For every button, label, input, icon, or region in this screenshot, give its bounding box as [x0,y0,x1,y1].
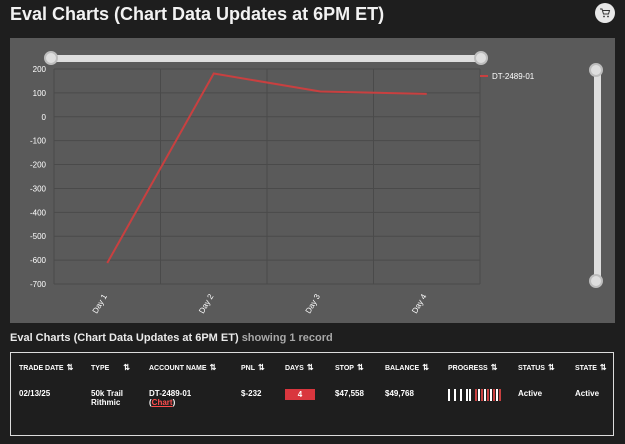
y-tick-label: -700 [30,280,47,289]
x-tick-label: Day 2 [197,292,216,315]
progress-segment [478,389,480,401]
cell-type: 50k Trail Rithmic [83,381,141,407]
sort-icon[interactable]: ⇅ [356,363,364,372]
col-type[interactable]: TYPE ⇅ [91,363,130,372]
y-tick-label: -400 [30,208,47,217]
y-tick-label: -200 [30,161,47,170]
cell-trade-date: 02/13/25 [19,389,51,398]
cell-balance: $49,768 [385,389,414,398]
cell-state: Active [575,389,600,398]
account-name: DT-2489-01 [149,389,192,398]
table-row: 02/13/25 50k Trail Rithmic DT-2489-01 (C… [11,381,613,407]
col-status[interactable]: STATUS ⇅ [518,363,555,372]
cart-button[interactable] [595,3,615,23]
progress-bar [448,389,510,401]
cell-status: Active [518,389,543,398]
sort-icon[interactable]: ⇅ [422,363,429,372]
cell-days: 4 [277,381,327,407]
progress-segment [496,389,498,401]
progress-segment [490,389,492,401]
x-tick-label: Day 3 [304,292,323,315]
vertical-range-slider[interactable] [589,63,603,288]
cell-stop: $47,558 [335,389,364,398]
days-badge: 4 [285,389,315,400]
cell-account-name: DT-2489-01 (Chart) [141,381,233,407]
progress-segment [463,389,465,401]
x-tick-label: Day 4 [410,292,429,315]
legend-label: DT-2489-01 [492,72,535,81]
cell-progress [440,381,510,407]
eval-table: TRADE DATE ⇅ TYPE ⇅ ACCOUNT NAME ⇅ PNL ⇅ DAY… [10,352,614,436]
chart-link-open: ( [149,398,152,407]
page-title: Eval Charts (Chart Data Updates at 6PM E… [10,4,385,24]
sort-icon[interactable]: ⇅ [306,363,314,372]
progress-segment [484,389,486,401]
progress-segment [466,389,468,401]
progress-segment [487,389,489,401]
sort-icon[interactable]: ⇅ [258,363,265,372]
col-progress[interactable]: PROGRESS ⇅ [448,363,498,372]
progress-segment [493,389,495,401]
sort-icon[interactable]: ⇅ [490,363,498,372]
col-trade-date[interactable]: TRADE DATE ⇅ [19,363,74,372]
type-line-1: 50k Trail [91,389,124,398]
line-chart: 200 100 0 -100 -200 -300 -400 -500 -600 -700 Day 1… [30,65,535,315]
progress-segment [457,389,459,401]
sort-icon[interactable]: ⇅ [547,363,555,372]
section-title-text: Eval Charts (Chart Data Updates at 6PM E… [10,332,239,344]
sort-icon[interactable]: ⇅ [599,363,607,372]
y-tick-label: -300 [30,184,47,193]
col-pnl[interactable]: PNL ⇅ [241,363,265,372]
range-bottom-handle[interactable] [589,274,603,288]
sort-icon[interactable]: ⇅ [123,363,130,372]
progress-segment [469,389,471,401]
record-count: showing 1 record [241,332,333,344]
range-top-handle[interactable] [589,63,603,77]
chart-link[interactable]: Chart [151,398,173,407]
y-tick-label: 100 [33,89,47,98]
chart-panel: 200 100 0 -100 -200 -300 -400 -500 -600 -700 Day 1… [10,38,615,323]
y-tick-label: -600 [30,256,47,265]
section-title: Eval Charts (Chart Data Updates at 6PM E… [10,332,333,344]
col-balance[interactable]: BALANCE ⇅ [385,363,429,372]
range-end-handle[interactable] [474,51,488,65]
col-account-name[interactable]: ACCOUNT NAME ⇅ [149,363,217,372]
table-header-row: TRADE DATE ⇅ TYPE ⇅ ACCOUNT NAME ⇅ PNL ⇅ DAY… [11,353,613,381]
progress-segment [475,389,477,401]
col-stop[interactable]: STOP ⇅ [335,363,364,372]
progress-segment [451,389,453,401]
progress-segment [448,389,450,401]
progress-segment [481,389,483,401]
chart-link-close: ) [172,398,176,407]
series-line [106,72,427,264]
col-state[interactable]: STATE ⇅ [575,363,607,372]
progress-segment [454,389,456,401]
sort-icon[interactable]: ⇅ [209,363,217,372]
y-tick-label: -100 [30,137,47,146]
progress-segment [460,389,462,401]
cell-pnl: $-232 [241,389,262,398]
cart-icon [600,8,611,18]
sort-icon[interactable]: ⇅ [66,363,74,372]
range-start-handle[interactable] [44,51,58,65]
x-tick-label: Day 1 [91,292,110,315]
type-line-2: Rithmic [91,398,121,407]
y-tick-label: -500 [30,232,47,241]
col-days[interactable]: DAYS ⇅ [285,363,314,372]
progress-segment [472,389,474,401]
y-tick-label: 0 [42,113,47,122]
progress-segment [499,389,501,401]
horizontal-range-slider[interactable] [44,51,488,65]
y-tick-label: 200 [33,65,47,74]
